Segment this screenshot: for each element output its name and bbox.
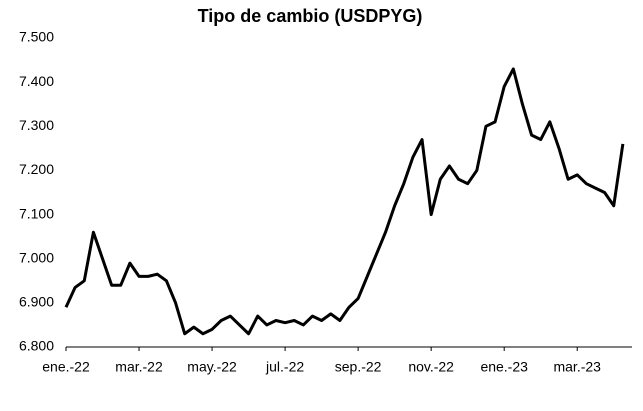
y-tick-label: 7.100 xyxy=(19,205,54,221)
y-tick-label: 6.800 xyxy=(19,338,54,354)
y-tick-label: 6.900 xyxy=(19,294,54,310)
x-tick-label: sep.-22 xyxy=(335,359,382,375)
x-tick-label: jul.-22 xyxy=(265,359,304,375)
y-tick-label: 7.500 xyxy=(19,29,54,45)
x-tick-label: ene.-22 xyxy=(42,359,90,375)
data-line xyxy=(64,67,625,336)
chart-title: Tipo de cambio (USDPYG) xyxy=(198,6,423,26)
x-tick-label: nov.-22 xyxy=(408,359,454,375)
x-tick-label: mar.-22 xyxy=(115,359,163,375)
x-tick-label: mar.-23 xyxy=(553,359,601,375)
y-tick-label: 7.300 xyxy=(19,117,54,133)
x-tick-label: ene.-23 xyxy=(480,359,528,375)
x-tick-label: may.-22 xyxy=(187,359,237,375)
y-tick-label: 7.400 xyxy=(19,73,54,89)
y-tick-label: 7.200 xyxy=(19,161,54,177)
y-tick-label: 7.000 xyxy=(19,249,54,265)
